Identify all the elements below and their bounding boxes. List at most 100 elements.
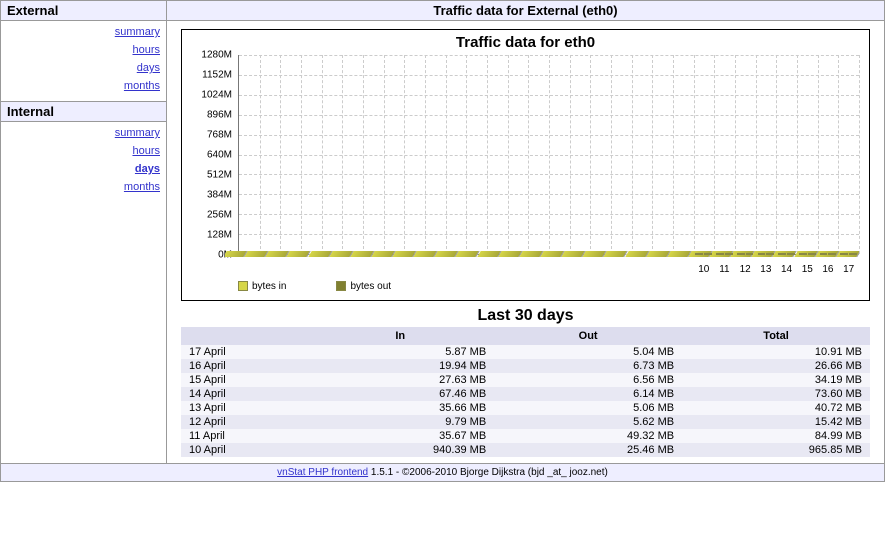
table-row: 17 April5.87 MB5.04 MB10.91 MB	[181, 345, 870, 359]
table-row: 15 April27.63 MB6.56 MB34.19 MB	[181, 373, 870, 387]
table-cell: 40.72 MB	[682, 401, 870, 415]
table-cell: 17 April	[181, 345, 306, 359]
table-cell: 15.42 MB	[682, 415, 870, 429]
bar-out	[725, 253, 733, 255]
bar-in	[716, 253, 724, 255]
y-tick-label: 256M	[207, 210, 232, 221]
sidebar-links: summaryhoursdaysmonths	[1, 21, 166, 101]
table-cell: 13 April	[181, 401, 306, 415]
sidebar-section-header: External	[1, 1, 166, 21]
table-cell: 5.06 MB	[494, 401, 682, 415]
bar-group	[778, 253, 795, 255]
legend-label: bytes in	[252, 281, 286, 292]
table-cell: 19.94 MB	[306, 359, 494, 373]
bar-in	[820, 253, 828, 255]
table-row: 12 April9.79 MB5.62 MB15.42 MB	[181, 415, 870, 429]
x-tick-label: 17	[843, 264, 854, 275]
table-cell: 5.87 MB	[306, 345, 494, 359]
table-cell: 16 April	[181, 359, 306, 373]
table-cell: 10.91 MB	[682, 345, 870, 359]
y-tick-label: 896M	[207, 110, 232, 121]
legend-item: bytes in	[238, 281, 286, 292]
table-cell: 27.63 MB	[306, 373, 494, 387]
bar-group	[716, 253, 733, 255]
app-layout: ExternalsummaryhoursdaysmonthsInternalsu…	[0, 0, 885, 464]
table-cell: 6.14 MB	[494, 387, 682, 401]
table-cell: 35.66 MB	[306, 401, 494, 415]
main-panel: Traffic data for External (eth0) Traffic…	[166, 1, 884, 463]
y-tick-label: 1024M	[201, 90, 232, 101]
bar-out	[808, 253, 816, 255]
chart-bars	[238, 55, 859, 255]
x-tick-label: 16	[822, 264, 833, 275]
table-cell: 5.04 MB	[494, 345, 682, 359]
y-tick-label: 1152M	[202, 70, 232, 81]
bar-out	[787, 253, 795, 255]
table-cell: 940.39 MB	[306, 443, 494, 457]
bar-out	[704, 253, 712, 255]
sidebar-section-header: Internal	[1, 101, 166, 122]
x-tick-label: 15	[802, 264, 813, 275]
y-tick-label: 384M	[207, 190, 232, 201]
bar-in	[840, 253, 848, 255]
sidebar: ExternalsummaryhoursdaysmonthsInternalsu…	[1, 1, 166, 463]
sidebar-link-months[interactable]: months	[7, 77, 160, 95]
bar-group	[737, 253, 754, 255]
y-tick-label: 768M	[207, 130, 232, 141]
chart-container: Traffic data for eth0 1280M1152M1024M896…	[181, 29, 870, 301]
sidebar-link-summary[interactable]: summary	[7, 124, 160, 142]
sidebar-link-hours[interactable]: hours	[7, 41, 160, 59]
table-cell: 6.56 MB	[494, 373, 682, 387]
table-body: 17 April5.87 MB5.04 MB10.91 MB16 April19…	[181, 345, 870, 457]
table-header-cell: Out	[494, 327, 682, 345]
bar-in	[799, 253, 807, 255]
table-head: InOutTotal	[181, 327, 870, 345]
chart-x-labels: 1011121314151617	[238, 259, 859, 275]
bar-group	[840, 253, 857, 255]
table-cell: 14 April	[181, 387, 306, 401]
y-tick-label: 640M	[207, 150, 232, 161]
footer: vnStat PHP frontend 1.5.1 - ©2006-2010 B…	[0, 464, 885, 482]
y-tick-label: 128M	[207, 230, 232, 241]
bar-group	[758, 253, 775, 255]
sidebar-link-days[interactable]: days	[7, 59, 160, 77]
y-tick-label: 1280M	[201, 50, 232, 61]
table-cell: 35.67 MB	[306, 429, 494, 443]
table-cell: 12 April	[181, 415, 306, 429]
bar-in	[778, 253, 786, 255]
table-row: 16 April19.94 MB6.73 MB26.66 MB	[181, 359, 870, 373]
table-cell: 9.79 MB	[306, 415, 494, 429]
main-title: Traffic data for External (eth0)	[167, 1, 884, 21]
x-tick-label: 11	[719, 264, 729, 275]
table-row: 13 April35.66 MB5.06 MB40.72 MB	[181, 401, 870, 415]
table-cell: 6.73 MB	[494, 359, 682, 373]
sidebar-link-months[interactable]: months	[7, 178, 160, 196]
chart-y-labels: 1280M1152M1024M896M768M640M512M384M256M1…	[188, 55, 234, 275]
table-cell: 67.46 MB	[306, 387, 494, 401]
legend-label: bytes out	[350, 281, 391, 292]
table-cell: 49.32 MB	[494, 429, 682, 443]
table-header-cell	[181, 327, 306, 345]
bar-out	[746, 253, 754, 255]
table-cell: 10 April	[181, 443, 306, 457]
table-title: Last 30 days	[167, 307, 884, 325]
table-cell: 11 April	[181, 429, 306, 443]
table-cell: 5.62 MB	[494, 415, 682, 429]
x-tick-label: 12	[740, 264, 751, 275]
table-cell: 15 April	[181, 373, 306, 387]
footer-link[interactable]: vnStat PHP frontend	[277, 467, 368, 478]
table-row: 11 April35.67 MB49.32 MB84.99 MB	[181, 429, 870, 443]
bar-group	[799, 253, 816, 255]
sidebar-link-summary[interactable]: summary	[7, 23, 160, 41]
bar-out	[828, 253, 836, 255]
bar-group	[695, 253, 712, 255]
table-header-cell: Total	[682, 327, 870, 345]
table-cell: 73.60 MB	[682, 387, 870, 401]
x-tick-label: 10	[698, 264, 709, 275]
table-cell: 84.99 MB	[682, 429, 870, 443]
legend-swatch	[336, 281, 346, 291]
sidebar-link-hours[interactable]: hours	[7, 142, 160, 160]
table-row: 14 April67.46 MB6.14 MB73.60 MB	[181, 387, 870, 401]
sidebar-link-days[interactable]: days	[7, 160, 160, 178]
chart-legend: bytes in bytes out	[238, 281, 863, 292]
